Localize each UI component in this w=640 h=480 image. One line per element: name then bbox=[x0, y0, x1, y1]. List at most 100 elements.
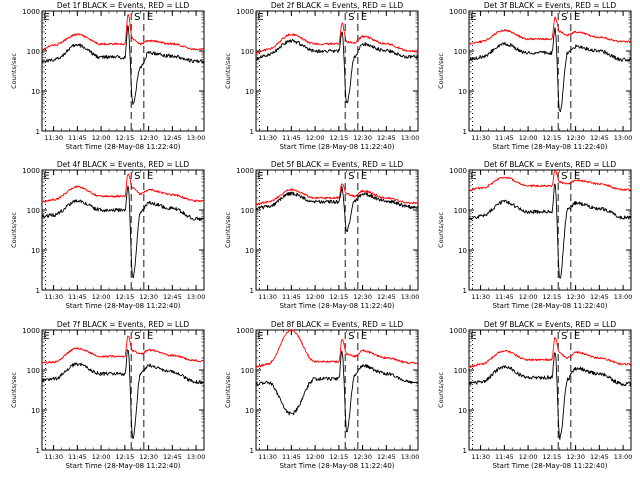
plot-frame bbox=[468, 10, 632, 132]
y-tick-label: 10 bbox=[245, 247, 254, 255]
x-tick-label: 12:30 bbox=[566, 293, 585, 301]
series-line-lld bbox=[468, 336, 632, 369]
panel-title: Det 3f BLACK = Events, RED = LLD bbox=[484, 1, 617, 10]
x-tick-label: 12:30 bbox=[566, 134, 585, 142]
y-axis-label: Counts/sec bbox=[437, 372, 445, 408]
x-tick-label: 11:30 bbox=[44, 134, 63, 142]
series-line-events bbox=[255, 31, 419, 104]
panel-det-7: Det 7f BLACK = Events, RED = LLD 1 10 100 10… bbox=[10, 320, 205, 470]
x-axis-label: Start Time (28-May-08 11:22:40) bbox=[492, 302, 607, 310]
series-line-events bbox=[41, 24, 205, 106]
panel-title: Det 7f BLACK = Events, RED = LLD bbox=[57, 320, 190, 329]
x-tick-label: 12:30 bbox=[139, 134, 158, 142]
marker-label: S bbox=[134, 331, 140, 342]
series-line-lld bbox=[255, 22, 419, 55]
series-line-events bbox=[41, 185, 205, 279]
x-tick-label: 12:45 bbox=[377, 293, 396, 301]
y-tick-label: 100 bbox=[454, 48, 467, 56]
series-line-events bbox=[468, 183, 632, 279]
y-tick-label: 1000 bbox=[449, 8, 467, 16]
x-tick-label: 12:00 bbox=[306, 134, 325, 142]
plot-frame bbox=[468, 329, 632, 451]
y-tick-label: 1000 bbox=[22, 8, 40, 16]
y-tick-label: 10 bbox=[245, 88, 254, 96]
x-tick-label: 11:45 bbox=[495, 453, 514, 461]
series-line-lld bbox=[255, 183, 419, 206]
marker-label: E bbox=[257, 331, 263, 342]
marker-label: E bbox=[574, 12, 580, 23]
marker-label: E bbox=[470, 171, 476, 182]
x-tick-label: 11:45 bbox=[282, 134, 301, 142]
y-tick-label: 10 bbox=[245, 407, 254, 415]
panel-det-5: Det 5f BLACK = Events, RED = LLD 1 10 100 10… bbox=[224, 160, 419, 310]
marker-label: E bbox=[574, 171, 580, 182]
x-tick-label: 12:15 bbox=[329, 293, 348, 301]
panel-title: Det 9f BLACK = Events, RED = LLD bbox=[484, 320, 617, 329]
panel-title: Det 5f BLACK = Events, RED = LLD bbox=[271, 160, 404, 169]
y-tick-label: 100 bbox=[27, 367, 40, 375]
series-line-events bbox=[255, 186, 419, 232]
plot-frame bbox=[255, 329, 419, 451]
panel-title: Det 1f BLACK = Events, RED = LLD bbox=[57, 1, 190, 10]
x-tick-label: 11:30 bbox=[44, 453, 63, 461]
x-tick-label: 12:45 bbox=[377, 453, 396, 461]
y-axis-label: Counts/sec bbox=[10, 53, 18, 89]
y-tick-label: 1 bbox=[36, 447, 40, 455]
series-line-events bbox=[468, 27, 632, 113]
plot-frame bbox=[468, 169, 632, 291]
marker-label: E bbox=[43, 331, 49, 342]
marker-label: E bbox=[361, 12, 367, 23]
x-tick-label: 12:45 bbox=[163, 134, 182, 142]
x-tick-label: 11:45 bbox=[68, 453, 87, 461]
x-tick-label: 12:15 bbox=[329, 134, 348, 142]
panel-title: Det 2f BLACK = Events, RED = LLD bbox=[271, 1, 404, 10]
x-tick-label: 12:15 bbox=[542, 293, 561, 301]
marker-label: E bbox=[147, 331, 153, 342]
x-tick-label: 13:00 bbox=[401, 134, 420, 142]
y-tick-label: 100 bbox=[241, 48, 254, 56]
y-tick-label: 1000 bbox=[236, 167, 254, 175]
x-tick-label: 12:15 bbox=[115, 453, 134, 461]
x-axis-label: Start Time (28-May-08 11:22:40) bbox=[279, 462, 394, 470]
x-tick-label: 13:00 bbox=[187, 453, 206, 461]
marker-label: E bbox=[361, 171, 367, 182]
x-axis-label: Start Time (28-May-08 11:22:40) bbox=[65, 462, 180, 470]
marker-label: S bbox=[134, 171, 140, 182]
plot-frame bbox=[41, 329, 205, 451]
panel-det-2: Det 2f BLACK = Events, RED = LLD 1 10 100 10… bbox=[224, 1, 419, 151]
x-tick-label: 11:45 bbox=[495, 134, 514, 142]
x-tick-label: 12:45 bbox=[590, 134, 609, 142]
series-line-events bbox=[468, 352, 632, 440]
x-tick-label: 13:00 bbox=[187, 134, 206, 142]
marker-label: S bbox=[348, 12, 354, 23]
y-axis-label: Counts/sec bbox=[224, 372, 232, 408]
x-tick-label: 12:45 bbox=[590, 293, 609, 301]
series-line-lld bbox=[41, 173, 204, 204]
plot-frame bbox=[255, 10, 419, 132]
panel-det-4: Det 4f BLACK = Events, RED = LLD 1 10 100 10… bbox=[10, 160, 205, 310]
y-tick-label: 10 bbox=[458, 247, 467, 255]
marker-label: E bbox=[43, 12, 49, 23]
y-tick-label: 10 bbox=[458, 407, 467, 415]
x-tick-label: 12:30 bbox=[353, 453, 372, 461]
marker-label: E bbox=[147, 171, 153, 182]
panel-det-3: Det 3f BLACK = Events, RED = LLD 1 10 100 10… bbox=[437, 1, 632, 151]
marker-label: S bbox=[561, 12, 567, 23]
y-tick-label: 1000 bbox=[236, 8, 254, 16]
marker-label: S bbox=[561, 171, 567, 182]
panel-det-9: Det 9f BLACK = Events, RED = LLD 1 10 100 10… bbox=[437, 320, 632, 470]
y-tick-label: 10 bbox=[31, 88, 40, 96]
series-line-lld bbox=[468, 169, 632, 192]
y-axis-label: Counts/sec bbox=[10, 212, 18, 248]
panel-title: Det 4f BLACK = Events, RED = LLD bbox=[57, 160, 190, 169]
y-tick-label: 1 bbox=[36, 128, 40, 136]
x-tick-label: 11:30 bbox=[471, 453, 490, 461]
y-tick-label: 1 bbox=[463, 128, 467, 136]
x-tick-label: 12:45 bbox=[163, 453, 182, 461]
y-tick-label: 10 bbox=[31, 247, 40, 255]
y-tick-label: 1 bbox=[250, 287, 254, 295]
marker-label: S bbox=[134, 12, 140, 23]
y-tick-label: 1 bbox=[250, 128, 254, 136]
x-tick-label: 12:00 bbox=[92, 134, 111, 142]
